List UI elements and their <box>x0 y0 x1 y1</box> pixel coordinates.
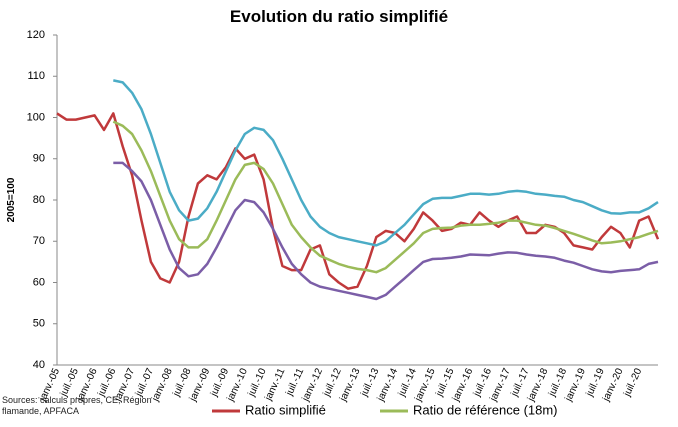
y-tick-label: 40 <box>33 359 45 371</box>
series-line <box>112 120 659 274</box>
series-line <box>113 79 659 247</box>
series-line <box>113 161 659 301</box>
legend-label: Ratio simplifié <box>245 402 326 417</box>
y-tick-label: 110 <box>27 70 45 82</box>
y-tick-label: 50 <box>33 318 45 330</box>
y-tick-label: 70 <box>33 235 45 247</box>
y-tick-label: 80 <box>33 194 45 206</box>
y-axis-label: 2005=100 <box>6 177 17 222</box>
y-tick-label: 60 <box>33 276 45 288</box>
source-box: Sources: calculs propres, CE, Région fla… <box>2 395 152 416</box>
chart-title: Evolution du ratio simplifié <box>230 7 448 26</box>
legend-label: Ratio de référence (18m) <box>413 402 558 417</box>
y-tick-label: 100 <box>27 111 45 123</box>
y-tick-label: 120 <box>27 29 45 41</box>
y-tick-label: 90 <box>33 153 45 165</box>
source-note: Sources: calculs propres, CE, Région fla… <box>2 395 152 416</box>
